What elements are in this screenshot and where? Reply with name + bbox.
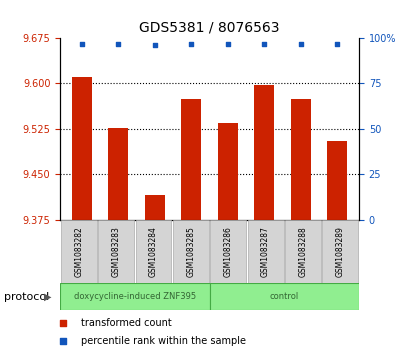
Bar xyxy=(98,220,134,283)
Bar xyxy=(145,195,165,220)
Text: protocol: protocol xyxy=(4,292,49,302)
Bar xyxy=(61,220,97,283)
Text: GSM1083287: GSM1083287 xyxy=(261,226,270,277)
Bar xyxy=(248,220,283,283)
Text: GSM1083288: GSM1083288 xyxy=(298,226,308,277)
Text: percentile rank within the sample: percentile rank within the sample xyxy=(81,336,246,346)
Point xyxy=(298,41,304,46)
Point xyxy=(60,338,66,344)
Bar xyxy=(72,77,92,220)
Text: GSM1083286: GSM1083286 xyxy=(224,226,233,277)
Point xyxy=(151,42,158,48)
Point xyxy=(225,41,231,46)
Bar xyxy=(136,220,171,283)
Point xyxy=(79,41,85,46)
Bar xyxy=(210,220,246,283)
Bar xyxy=(290,99,311,220)
Text: ▶: ▶ xyxy=(44,292,51,302)
Bar xyxy=(285,220,321,283)
Bar xyxy=(322,220,358,283)
Point xyxy=(334,41,340,46)
Point xyxy=(261,41,268,46)
Point xyxy=(60,321,66,326)
Bar xyxy=(173,220,209,283)
Bar xyxy=(254,85,274,220)
Title: GDS5381 / 8076563: GDS5381 / 8076563 xyxy=(139,20,280,34)
Bar xyxy=(181,99,201,220)
Point xyxy=(188,41,195,46)
Text: control: control xyxy=(270,292,299,301)
Bar xyxy=(60,283,210,310)
Text: GSM1083289: GSM1083289 xyxy=(336,226,345,277)
Text: GSM1083285: GSM1083285 xyxy=(186,226,195,277)
Bar xyxy=(210,283,359,310)
Text: doxycycline-induced ZNF395: doxycycline-induced ZNF395 xyxy=(74,292,196,301)
Text: GSM1083283: GSM1083283 xyxy=(112,226,121,277)
Text: transformed count: transformed count xyxy=(81,318,172,329)
Bar xyxy=(327,141,347,220)
Bar xyxy=(108,128,129,220)
Point xyxy=(115,41,122,46)
Text: GSM1083282: GSM1083282 xyxy=(74,226,83,277)
Bar xyxy=(218,123,238,220)
Text: GSM1083284: GSM1083284 xyxy=(149,226,158,277)
